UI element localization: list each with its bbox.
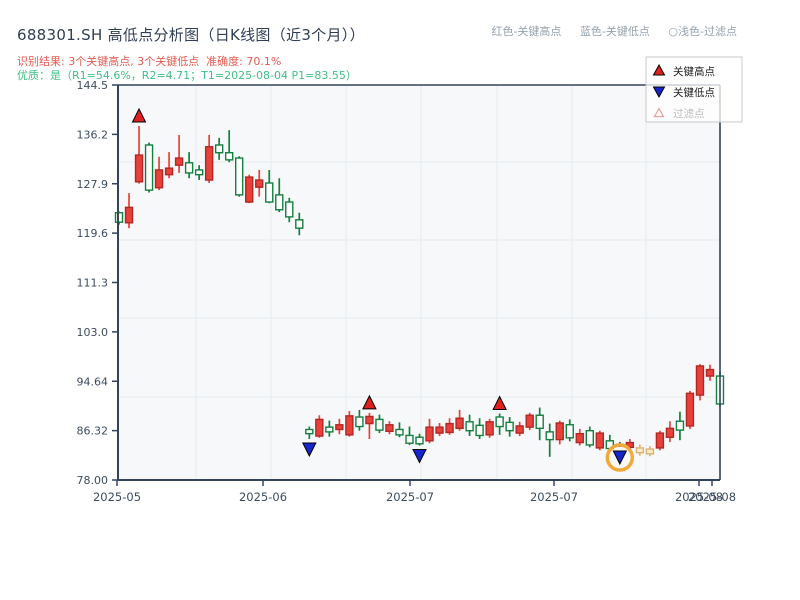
candle-body [525, 414, 534, 428]
candle-body [595, 432, 604, 449]
candle-body [435, 426, 444, 434]
candle-body [194, 169, 204, 176]
candle-body [475, 424, 484, 437]
key-low-marker [412, 449, 427, 464]
y-tick-label: 103.0 [77, 326, 109, 339]
candle-body [645, 448, 655, 455]
y-tick-label: 127.9 [77, 178, 109, 191]
candle-body [705, 368, 715, 377]
candle-body [405, 434, 414, 444]
key-low-marker [612, 450, 628, 466]
candle-body [234, 157, 244, 196]
candle-body [535, 414, 544, 430]
candle-body [575, 432, 584, 444]
candle-body [214, 144, 224, 154]
candle-body [585, 429, 594, 446]
candle-body [335, 424, 344, 431]
candle-body [385, 424, 394, 432]
color-key-high-label: 红色-关键高点 [491, 25, 562, 38]
candle-body [545, 431, 554, 441]
y-tick-label: 78.00 [77, 474, 109, 487]
y-tick-label: 136.2 [77, 128, 109, 141]
y-tick-label: 86.32 [77, 425, 109, 438]
quality-text: 优质：是（R1=54.6%，R2=4.71；T1=2025-08-04 P1=8… [17, 69, 357, 82]
candle-body [375, 418, 384, 431]
candle-body [345, 415, 354, 436]
candle-body [204, 146, 214, 181]
color-key-low-label: 蓝色-关键低点 [579, 25, 650, 38]
candle-body [325, 426, 334, 433]
candle-body [275, 194, 284, 211]
key-high-marker [362, 394, 377, 410]
x-tick-label: 2025-08 [675, 490, 723, 504]
y-tick-label: 94.64 [77, 375, 109, 388]
key-low-marker [302, 442, 317, 458]
y-tick-label: 119.6 [77, 227, 109, 240]
candle-body [184, 162, 194, 174]
y-tick-label: 144.5 [77, 79, 109, 92]
candle-body [154, 169, 164, 189]
candle-body [445, 422, 454, 434]
candle-body [395, 428, 404, 436]
candle-body [255, 179, 264, 188]
candle-body [685, 392, 695, 427]
candle-body [425, 426, 434, 442]
legend-filter-icon [653, 107, 665, 118]
candle-body [134, 154, 144, 183]
color-key: 红色-关键高点 蓝色-关键低点 ○浅色-过滤点 [491, 23, 737, 39]
candle-body [164, 167, 174, 176]
candle-body [415, 436, 424, 445]
x-tick-label: 2025-07 [530, 490, 578, 504]
candle-body [635, 447, 645, 454]
candle-body [675, 420, 685, 431]
candle-body [124, 206, 134, 224]
legend-item-label: 关键高点 [673, 65, 715, 78]
legend-item-label: 关键低点 [673, 86, 715, 99]
legend-key-high-icon [652, 63, 666, 76]
candle-body [655, 432, 665, 449]
candle-body [224, 152, 234, 161]
candle-body [695, 365, 705, 396]
legend-key-low-icon [652, 86, 666, 99]
candle-body [265, 182, 274, 203]
legend-item-label: 过滤点 [673, 107, 705, 120]
candle-body [365, 415, 374, 425]
candle-body [305, 428, 314, 435]
candle-body [295, 219, 304, 229]
key-high-marker [131, 107, 147, 123]
candle-body [665, 427, 675, 438]
candle-body [174, 157, 184, 166]
x-tick-label: 2025-07 [386, 490, 434, 504]
candle-body [315, 418, 324, 437]
x-tick-label: 2025-06 [239, 490, 287, 504]
candle-body [465, 421, 474, 432]
candle-body [505, 421, 514, 432]
candle-body [555, 422, 564, 441]
candle-body [565, 424, 574, 439]
x-tick-label: 2025-08 [688, 490, 736, 504]
candle-body [355, 416, 364, 428]
candle-body [285, 201, 294, 218]
candle-body [144, 144, 154, 191]
highlight-ring [605, 443, 635, 472]
candle-body [245, 176, 254, 203]
page-title: 688301.SH 高低点分析图（日K线图（近3个月）） [17, 26, 365, 44]
color-key-filter-label: ○浅色-过滤点 [668, 25, 737, 38]
candle-body [485, 421, 494, 436]
recognition-result-text: 识别结果: 3个关键高点, 3个关键低点 准确度: 70.1% [17, 55, 282, 68]
candle-body [455, 417, 464, 430]
key-high-marker [492, 395, 507, 410]
candle-body [515, 425, 524, 434]
y-tick-label: 111.3 [77, 277, 109, 290]
candle-body [495, 416, 504, 428]
x-tick-label: 2025-05 [93, 490, 141, 504]
